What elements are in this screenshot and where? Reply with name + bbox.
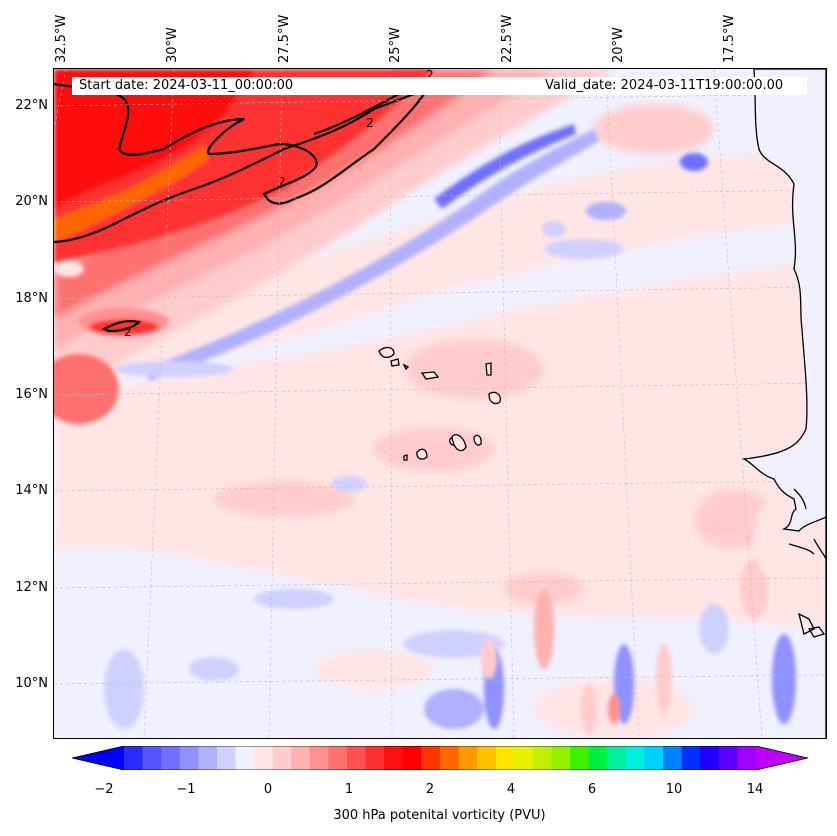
contour-label: 2 xyxy=(278,175,286,189)
colorbar-tick-label: 6 xyxy=(587,782,597,797)
colorbar-title: 300 hPa potenital vorticity (PVU) xyxy=(333,808,546,823)
colorbar-bin xyxy=(607,746,627,770)
colorbar-bin xyxy=(532,746,553,770)
lat-label-20n: 20°N xyxy=(15,194,48,209)
lon-label-17-5w: 17.5°W xyxy=(722,14,737,63)
colorbar-bin xyxy=(254,746,274,770)
colorbar-tick-label: 1 xyxy=(344,782,354,797)
colorbar-bin xyxy=(142,746,162,770)
colorbar-bin xyxy=(161,746,181,770)
colorbar-bin xyxy=(570,746,590,770)
colorbar-tick-label: 2 xyxy=(425,782,435,797)
pv-field-map: 2 2 2 2 xyxy=(54,69,826,738)
colorbar-bin xyxy=(347,746,367,770)
lat-label-10n: 10°N xyxy=(15,676,48,691)
colorbar-bin xyxy=(625,746,645,770)
colorbar-max-extend xyxy=(756,746,808,770)
colorbar-bin xyxy=(309,746,329,770)
valid-date: Valid_date: 2024-03-11T19:00:00.00 xyxy=(545,78,784,93)
colorbar-tick-label: 14 xyxy=(746,782,764,797)
colorbar-bin xyxy=(681,746,701,770)
colorbar-bin xyxy=(216,746,237,770)
map-panel: 2 2 2 2 xyxy=(53,68,827,739)
colorbar-bin xyxy=(365,746,385,770)
lon-label-27-5w: 27.5°W xyxy=(277,14,292,63)
contour-label: 2 xyxy=(426,69,434,82)
colorbar-bin xyxy=(644,746,664,770)
start-date: Start date: 2024-03-11_00:00:00 xyxy=(79,78,294,93)
colorbar-tick-label: −2 xyxy=(94,782,114,797)
colorbar-bin xyxy=(700,746,720,770)
colorbar-bin xyxy=(235,746,255,770)
graticule xyxy=(54,69,826,738)
lon-label-20w: 20°W xyxy=(611,27,626,63)
colorbar-bin xyxy=(477,746,497,770)
colorbar-bin xyxy=(179,746,199,770)
contour-label: 2 xyxy=(124,325,132,339)
colorbar-tick-label: 10 xyxy=(665,782,683,797)
lon-label-32-5w: 32.5°W xyxy=(54,14,69,63)
pv-colorbar xyxy=(72,746,808,770)
colorbar-bin xyxy=(272,746,292,770)
colorbar-bin xyxy=(718,746,738,770)
lat-label-12n: 12°N xyxy=(15,580,48,595)
west-africa-detail xyxy=(788,488,826,638)
colorbar-bin xyxy=(291,746,311,770)
colorbar-bin xyxy=(198,746,218,770)
colorbar-bin xyxy=(124,746,144,770)
info-bar xyxy=(72,77,807,95)
colorbar-tick-label: −1 xyxy=(176,782,196,797)
cape-verde-islands xyxy=(378,346,501,461)
africa-coastline xyxy=(741,69,826,738)
colorbar-bin xyxy=(737,746,757,770)
colorbar-bin xyxy=(384,746,404,770)
lon-label-30w: 30°W xyxy=(165,27,180,63)
colorbar-bin xyxy=(663,746,683,770)
colorbar-min-extend xyxy=(72,746,124,770)
colorbar-bin xyxy=(458,746,478,770)
colorbar-tick-label: 4 xyxy=(506,782,516,797)
southern-positive-pv-cells xyxy=(481,499,794,734)
colorbar-bin xyxy=(328,746,348,770)
lon-label-22-5w: 22.5°W xyxy=(500,14,515,63)
pv-2-contour xyxy=(54,82,425,333)
lat-label-18n: 18°N xyxy=(15,291,48,306)
lon-label-25w: 25°W xyxy=(388,27,403,63)
lat-label-14n: 14°N xyxy=(15,483,48,498)
colorbar-bin xyxy=(551,746,571,770)
colorbar-bin xyxy=(440,746,460,770)
colorbar-bin xyxy=(402,746,422,770)
lat-label-22n: 22°N xyxy=(15,98,48,113)
colorbar-bin xyxy=(514,746,534,770)
upper-level-pv-band xyxy=(54,69,614,424)
colorbar-bin xyxy=(421,746,441,770)
lat-label-16n: 16°N xyxy=(15,387,48,402)
contour-label: 2 xyxy=(366,116,374,130)
colorbar-tick-label: 0 xyxy=(263,782,273,797)
colorbar-bin xyxy=(495,746,515,770)
colorbar-bin xyxy=(588,746,608,770)
